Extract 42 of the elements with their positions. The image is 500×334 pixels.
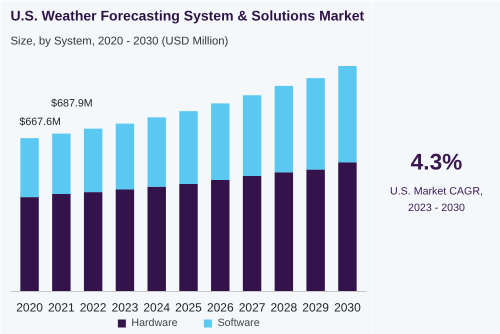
x-tick-label: 2020 <box>16 300 44 314</box>
bar <box>338 162 357 292</box>
x-tick-label: 2030 <box>334 300 362 314</box>
x-tick-label: 2028 <box>270 300 298 314</box>
annotation: $687.9M <box>51 98 93 110</box>
bar <box>274 172 294 292</box>
text: 2023 - 2030 <box>408 202 466 214</box>
x-tick-label: 2027 <box>238 300 266 314</box>
text: 4.3% <box>410 148 462 174</box>
chart-subtitle: Size, by System, 2020 - 2030 (USD Million) <box>10 36 229 48</box>
bar <box>211 103 230 180</box>
bar <box>211 180 230 292</box>
x-tick-label: 2022 <box>80 300 107 314</box>
x-tick-label: 2029 <box>302 300 330 314</box>
bar <box>116 124 134 190</box>
bar <box>242 176 262 292</box>
annotation: $667.6M <box>19 116 61 128</box>
bar <box>52 134 71 194</box>
bar <box>84 128 102 192</box>
legend-label: Hardware <box>131 317 178 329</box>
x-tick-label: 2026 <box>206 300 234 314</box>
bar <box>179 111 198 184</box>
bar <box>84 192 102 292</box>
bar <box>306 78 325 170</box>
bar <box>116 189 134 292</box>
chart-title: U.S. Weather Forecasting System & Solutions Market <box>10 8 365 24</box>
x-tick-label: 2024 <box>143 300 170 314</box>
x-tick-label: 2023 <box>112 300 139 314</box>
bar <box>147 117 166 187</box>
bar <box>306 170 325 292</box>
legend-label: Software <box>218 317 260 329</box>
x-tick-label: 2025 <box>175 300 202 314</box>
bar <box>179 184 198 292</box>
bar <box>274 86 294 172</box>
x-tick-label: 2021 <box>48 300 76 314</box>
bar <box>242 95 262 176</box>
bar <box>52 194 71 292</box>
bar <box>20 138 39 198</box>
bar <box>147 186 166 292</box>
bar <box>338 66 357 162</box>
bar <box>20 197 39 292</box>
text: U.S. Market CAGR, <box>390 185 483 198</box>
